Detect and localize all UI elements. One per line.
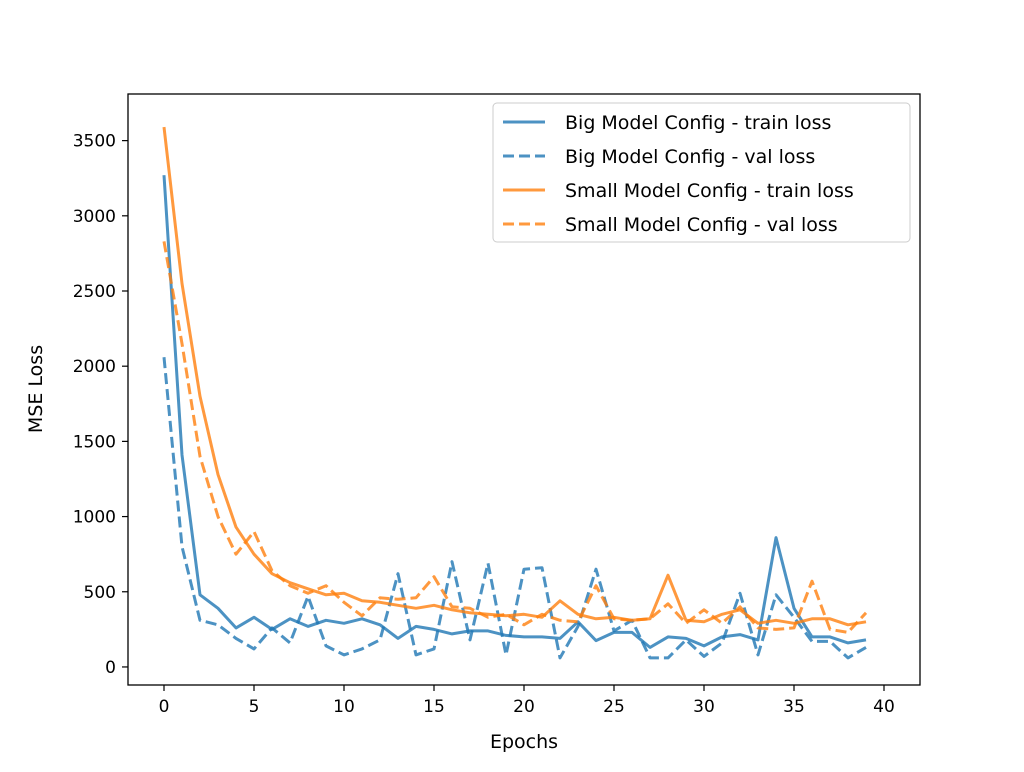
series-line-3 xyxy=(162,241,868,634)
legend-label-1: Big Model Config - val loss xyxy=(565,146,815,168)
y-tick-label: 500 xyxy=(84,583,116,603)
x-tick-label: 20 xyxy=(513,697,535,717)
legend-label-0: Big Model Config - train loss xyxy=(565,112,831,134)
x-axis: 0 5 10 15 20 25 30 35 40 xyxy=(159,685,895,717)
x-tick-label: 35 xyxy=(783,697,805,717)
series-line-1 xyxy=(162,357,867,660)
y-tick-label: 1500 xyxy=(73,432,116,452)
y-axis-label: MSE Loss xyxy=(25,345,47,433)
y-tick-label: 3000 xyxy=(73,207,116,227)
series-line-0 xyxy=(162,175,867,649)
legend-label-3: Small Model Config - val loss xyxy=(565,214,838,236)
legend-label-2: Small Model Config - train loss xyxy=(565,180,854,202)
x-tick-label: 10 xyxy=(333,697,355,717)
y-tick-label: 2500 xyxy=(73,282,116,302)
x-tick-label: 40 xyxy=(873,697,895,717)
y-axis: 0 500 1000 1500 2000 2500 3000 3500 xyxy=(73,132,128,678)
y-tick-label: 3500 xyxy=(73,132,116,152)
x-tick-label: 25 xyxy=(603,697,625,717)
x-tick-label: 0 xyxy=(159,697,170,717)
legend-box xyxy=(492,102,911,243)
x-tick-label: 30 xyxy=(693,697,715,717)
series-lines xyxy=(162,126,868,660)
x-axis-label: Epochs xyxy=(490,731,558,753)
x-tick-label: 15 xyxy=(423,697,445,717)
x-tick-label: 5 xyxy=(249,697,260,717)
y-tick-label: 2000 xyxy=(73,357,116,377)
legend: Big Model Config - train loss Big Model C… xyxy=(492,102,911,243)
y-tick-label: 1000 xyxy=(73,508,116,528)
y-tick-label: 0 xyxy=(105,658,116,678)
